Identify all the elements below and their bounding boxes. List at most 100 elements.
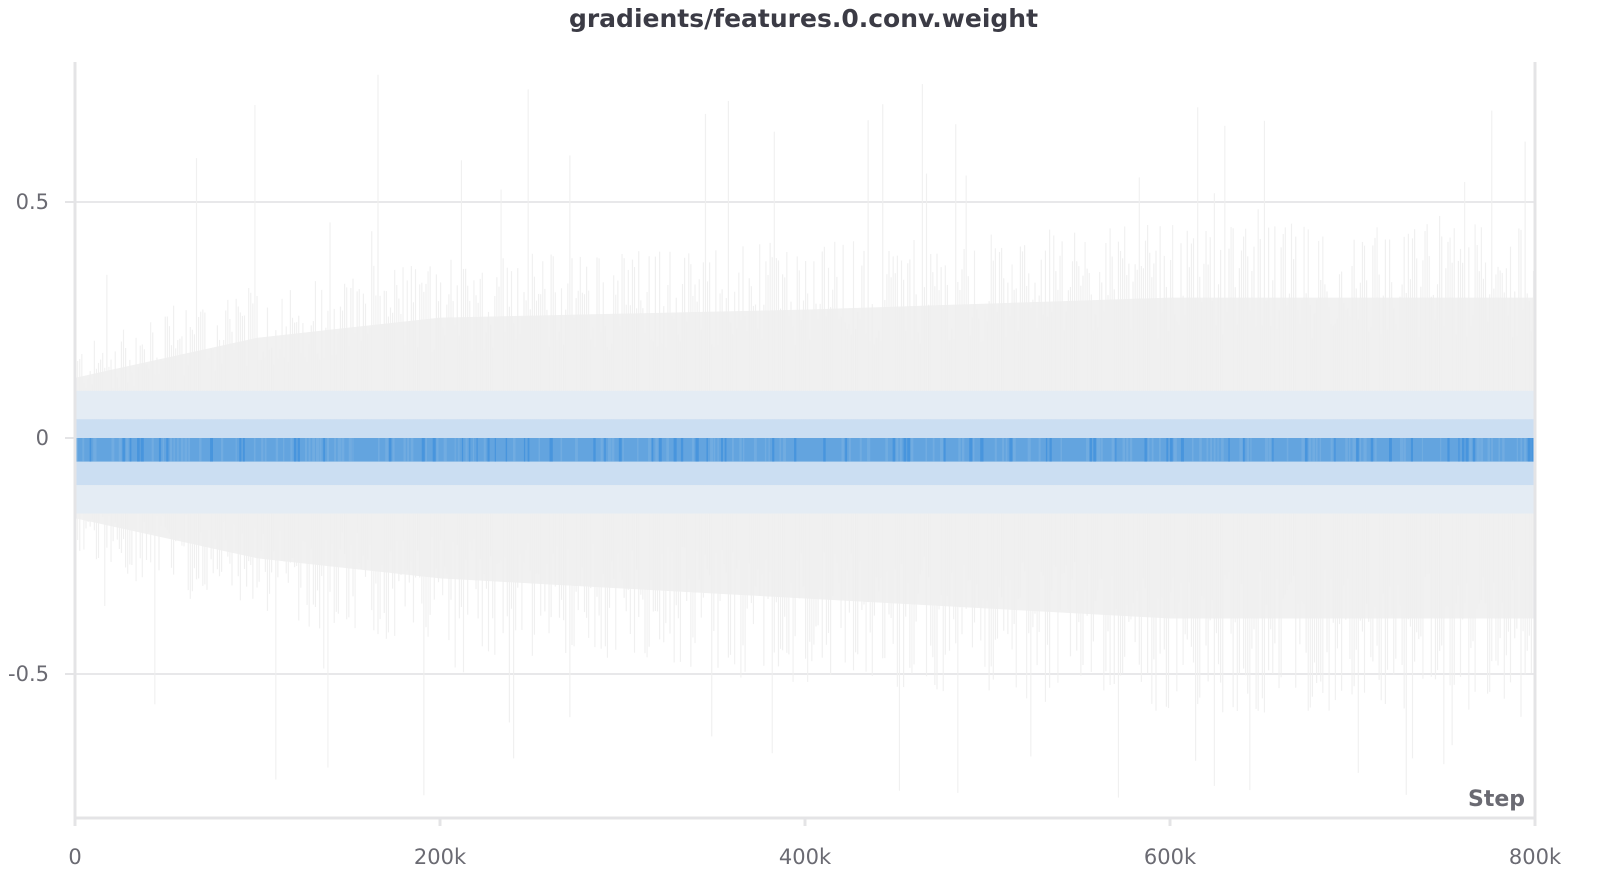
density-stripe <box>1389 438 1392 462</box>
density-stripe <box>1213 438 1216 462</box>
density-stripe <box>308 438 311 462</box>
spread-bar <box>1357 319 1359 773</box>
spread-bar <box>1117 241 1120 798</box>
density-stripe <box>297 438 300 462</box>
spread-bar <box>1167 331 1170 709</box>
density-stripe <box>972 438 975 462</box>
density-stripe <box>1199 438 1202 462</box>
density-stripe <box>1129 438 1133 462</box>
density-stripe <box>742 438 745 462</box>
density-stripe <box>1491 438 1493 462</box>
density-stripe <box>523 438 526 462</box>
spread-bar <box>867 120 869 603</box>
density-stripe <box>604 438 606 462</box>
density-stripe <box>673 438 677 462</box>
spread-bar <box>1222 334 1224 713</box>
density-stripe <box>1013 438 1016 462</box>
spread-bar <box>460 160 463 608</box>
density-stripe <box>1045 438 1048 462</box>
density-stripe <box>1465 438 1469 462</box>
density-stripe <box>1093 438 1096 462</box>
density-stripe <box>717 438 719 462</box>
density-stripe <box>867 438 871 462</box>
density-stripe <box>436 438 439 462</box>
density-stripe <box>1264 438 1269 462</box>
density-stripe <box>93 438 97 462</box>
density-stripe <box>151 438 154 462</box>
spread-bar <box>1443 326 1445 765</box>
density-stripe <box>352 438 354 462</box>
density-stripe <box>1469 438 1472 462</box>
density-stripe <box>315 438 320 462</box>
density-stripe <box>823 438 826 462</box>
spread-bar <box>704 113 707 555</box>
density-stripe <box>1359 438 1362 462</box>
spread-bar <box>254 105 256 529</box>
density-stripe <box>334 438 336 462</box>
density-stripe <box>242 438 245 462</box>
density-stripe <box>1410 438 1413 462</box>
density-stripe <box>710 438 714 462</box>
density-stripe <box>1476 438 1480 462</box>
density-stripe <box>1498 438 1500 462</box>
density-stripe <box>221 438 224 462</box>
spread-bar <box>195 158 198 580</box>
density-stripe <box>126 438 129 462</box>
density-stripe <box>1173 438 1177 462</box>
x-tick-label: 800k <box>1509 845 1562 869</box>
density-stripe <box>1206 438 1209 462</box>
density-stripe <box>593 438 596 462</box>
density-stripe <box>1345 438 1348 462</box>
density-stripe <box>892 438 896 462</box>
density-stripe <box>969 438 973 462</box>
spread-bar <box>1249 310 1251 791</box>
density-stripe <box>768 438 770 462</box>
density-stripe <box>180 438 184 462</box>
density-stripe <box>377 438 380 462</box>
density-stripe <box>469 438 471 462</box>
density-stripe <box>841 438 844 462</box>
x-tick-label: 200k <box>414 845 467 869</box>
density-stripe <box>487 438 490 462</box>
density-stripe <box>122 438 125 462</box>
density-stripe <box>1027 438 1031 462</box>
density-stripe <box>1524 438 1527 462</box>
density-stripe <box>1531 438 1534 462</box>
density-stripe <box>275 438 279 462</box>
x-axis-title: Step <box>1468 787 1525 812</box>
density-stripe <box>162 438 165 462</box>
density-stripe <box>1151 438 1154 462</box>
density-stripe <box>859 438 862 462</box>
density-stripe <box>932 438 935 462</box>
spread-bar <box>513 323 515 759</box>
density-stripe <box>527 438 530 462</box>
density-stripe <box>648 438 651 462</box>
density-band-3 <box>75 390 1535 420</box>
density-stripe <box>1268 438 1271 462</box>
density-stripe <box>1148 438 1150 462</box>
density-stripe <box>1458 438 1460 462</box>
density-stripe <box>432 438 436 462</box>
density-stripe <box>994 438 997 462</box>
density-stripe <box>458 438 460 462</box>
density-stripe <box>1374 438 1377 462</box>
density-stripe <box>907 438 911 462</box>
y-tick-label: -0.5 <box>8 662 49 686</box>
density-stripe <box>1370 438 1374 462</box>
density-stripe <box>732 438 734 462</box>
spread-bar <box>1236 324 1238 711</box>
density-stripe <box>1403 438 1406 462</box>
density-stripe <box>899 438 902 462</box>
spread-bar <box>275 330 277 780</box>
x-tick-label: 400k <box>779 845 832 869</box>
density-stripe <box>1180 438 1184 462</box>
density-stripe <box>166 438 169 462</box>
density-stripe <box>724 438 727 462</box>
density-stripe <box>1166 438 1169 462</box>
density-stripe <box>505 438 508 462</box>
density-stripe <box>1502 438 1505 462</box>
y-tick-label: 0 <box>36 426 49 450</box>
density-stripe <box>118 438 122 462</box>
density-stripe <box>443 438 447 462</box>
